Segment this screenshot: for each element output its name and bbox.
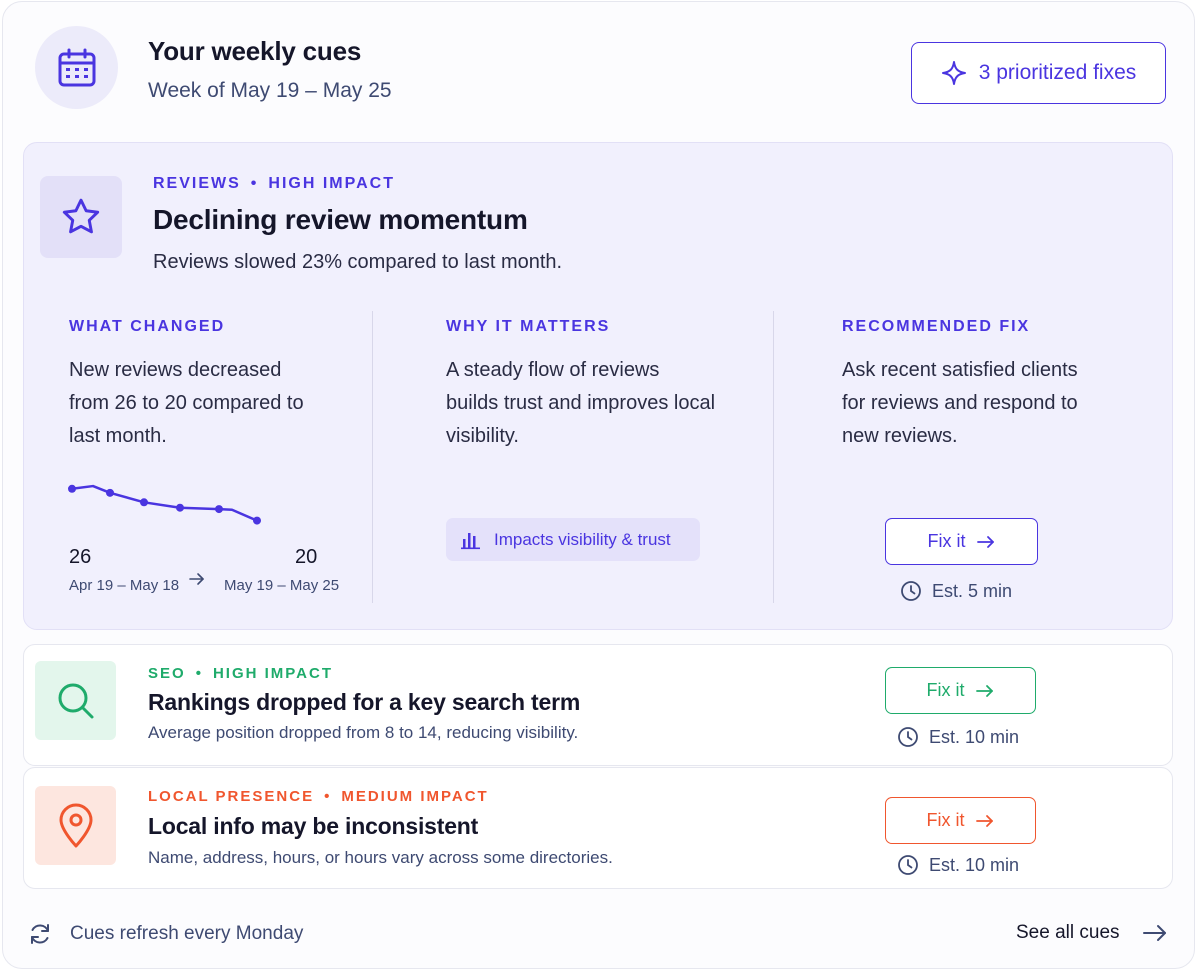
featured-kicker: REVIEWS • HIGH IMPACT [153,175,395,192]
sparkline-point [176,503,184,512]
category-label: REVIEWS [153,175,241,192]
arrow-right-icon [975,684,993,697]
time-estimate-label: Est. 10 min [929,726,1020,747]
fix-it-label: Fix it [926,680,965,700]
sparkline-point [215,505,223,514]
clock-icon [898,855,918,875]
featured-title: Declining review momentum [153,204,528,235]
clock-icon [898,727,918,747]
refresh-note: Cues refresh every Monday [28,922,303,946]
prioritized-fixes-label: 3 prioritized fixes [978,61,1137,84]
time-estimate-label: Est. 10 min [929,854,1020,875]
category-label: SEO [148,665,186,682]
time-estimate: Est. 10 min [897,726,1019,748]
sparkline-path [71,484,258,522]
arrow-right-icon [1142,925,1166,941]
recommended-fix-text: Ask recent satisfied clients for reviews… [842,359,1078,447]
prioritized-fixes-button[interactable]: 3 prioritized fixes [911,42,1166,104]
impact-label: MEDIUM IMPACT [341,788,489,805]
map-pin-icon [35,786,116,865]
to-range: May 19 – May 25 [224,577,340,594]
arrow-right-icon [975,814,993,827]
sparkline-point [106,488,114,497]
from-range: Apr 19 – May 18 [69,577,180,594]
review-trend-sparkline [68,484,261,525]
impact-label: HIGH IMPACT [268,175,395,192]
time-estimate: Est. 5 min [900,580,1012,602]
sparkline-point [253,516,261,525]
featured-description: Reviews slowed 23% compared to last mont… [153,251,563,273]
sparkline-point [68,484,76,493]
cue-kicker: SEO • HIGH IMPACT [148,665,334,682]
column-divider [773,311,774,603]
see-all-label: See all cues [1016,922,1120,943]
arrow-right-icon [976,535,994,548]
refresh-icon [31,924,49,944]
star-icon [40,176,122,258]
what-changed-text: New reviews decreased from 26 to 20 comp… [69,359,304,447]
impact-label: HIGH IMPACT [212,665,334,682]
clock-icon [901,581,921,601]
arrow-right-icon [189,573,204,585]
why-it-matters-heading: WHY IT MATTERS [446,318,611,335]
cue-kicker: LOCAL PRESENCE • MEDIUM IMPACT [148,788,489,805]
fix-it-label: Fix it [926,810,965,830]
recommended-fix-heading: RECOMMENDED FIX [842,318,1031,335]
search-icon [35,661,116,740]
sparkline-point [140,498,148,507]
column-divider [372,311,373,603]
week-range: Week of May 19 – May 25 [148,79,392,102]
impact-pill-label: Impacts visibility & trust [494,529,671,549]
fix-it-label: Fix it [927,531,966,551]
fix-it-button[interactable]: Fix it [885,518,1038,565]
bar-chart-icon [461,532,480,549]
why-it-matters-text: A steady flow of reviews builds trust an… [446,359,716,447]
impact-pill: Impacts visibility & trust [446,518,700,561]
what-changed-heading: WHAT CHANGED [69,318,226,335]
to-value: 20 [295,546,318,568]
from-value: 26 [69,546,92,568]
cue-description: Name, address, hours, or hours vary acro… [148,848,613,867]
cue-title: Local info may be inconsistent [148,813,479,839]
refresh-label: Cues refresh every Monday [70,923,304,944]
time-estimate: Est. 10 min [897,854,1019,876]
cue-title: Rankings dropped for a key search term [148,689,581,715]
calendar-icon [35,26,118,109]
category-label: LOCAL PRESENCE [148,788,315,805]
sparkle-icon [941,61,966,85]
fix-it-button[interactable]: Fix it [885,797,1036,844]
page-title: Your weekly cues [148,36,362,66]
time-estimate-label: Est. 5 min [932,580,1013,601]
cue-description: Average position dropped from 8 to 14, r… [148,723,579,742]
fix-it-button[interactable]: Fix it [885,667,1036,714]
see-all-cues-link[interactable]: See all cues [1016,922,1168,944]
